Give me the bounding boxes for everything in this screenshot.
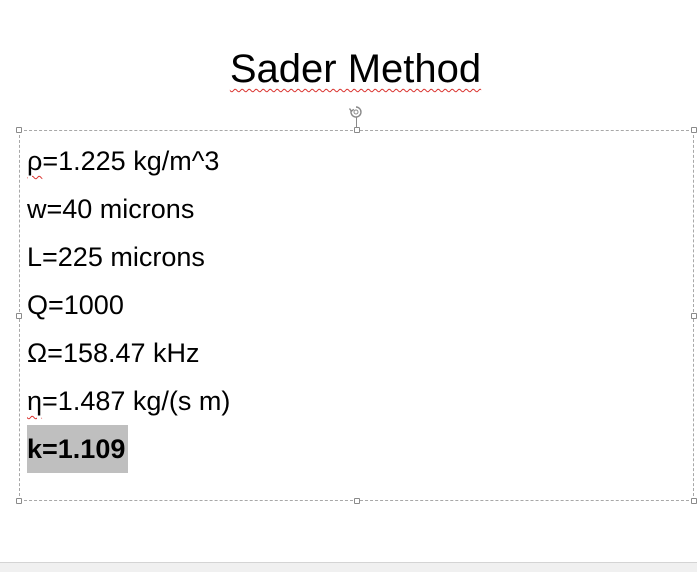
resize-handle-bottom[interactable] — [354, 498, 360, 504]
text-lines: ρ=1.225 kg/m^3 w=40 microns L=225 micron… — [27, 137, 230, 473]
density-value: =1.225 kg/m^3 — [42, 146, 220, 176]
line-density: ρ=1.225 kg/m^3 — [27, 137, 230, 185]
rotate-stem — [356, 117, 357, 129]
slide-title[interactable]: Sader Method — [0, 44, 697, 94]
content-textbox[interactable]: ρ=1.225 kg/m^3 w=40 microns L=225 micron… — [16, 127, 697, 504]
resize-handle-top[interactable] — [354, 127, 360, 133]
resize-handle-bottom-right[interactable] — [691, 498, 697, 504]
line-viscosity: η=1.487 kg/(s m) — [27, 377, 230, 425]
viscosity-value: =1.487 kg/(s m) — [42, 386, 231, 416]
line-length: L=225 microns — [27, 242, 205, 272]
viscosity-symbol: η — [27, 386, 43, 416]
line-frequency: Ω=158.47 kHz — [27, 338, 200, 368]
line-spring-constant-row: k=1.109 — [27, 425, 230, 473]
resize-handle-top-left[interactable] — [16, 127, 22, 133]
title-text[interactable]: Sader Method — [229, 47, 482, 91]
line-quality-factor: Q=1000 — [27, 290, 124, 320]
density-symbol: ρ — [27, 146, 43, 176]
resize-handle-right[interactable] — [691, 313, 697, 319]
status-strip — [0, 562, 697, 572]
resize-handle-bottom-left[interactable] — [16, 498, 22, 504]
resize-handle-left[interactable] — [16, 313, 22, 319]
rotate-handle-icon[interactable] — [348, 104, 364, 120]
line-width: w=40 microns — [27, 194, 195, 224]
spring-constant-highlighted[interactable]: k=1.109 — [27, 425, 129, 473]
resize-handle-top-right[interactable] — [691, 127, 697, 133]
